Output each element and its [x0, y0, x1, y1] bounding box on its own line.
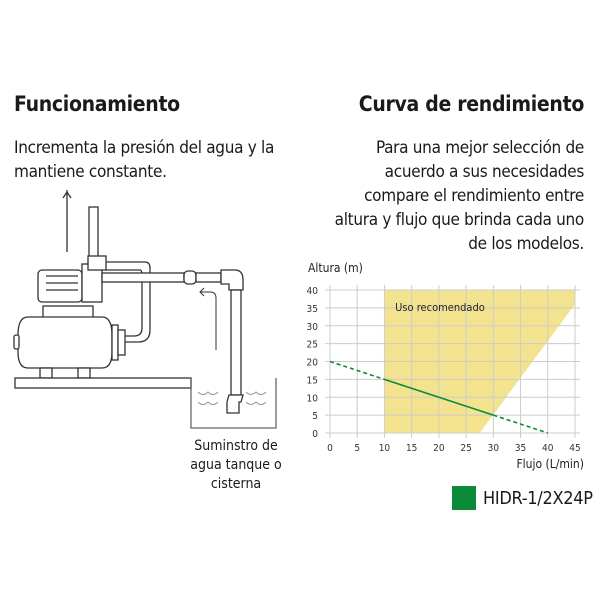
- y-tick-label: 30: [307, 322, 319, 333]
- y-tick-label: 35: [307, 304, 318, 315]
- series-segment: [329, 360, 385, 381]
- x-tick-label: 45: [569, 443, 580, 454]
- y-tick-label: 20: [307, 358, 319, 369]
- region-label: Uso recomendado: [395, 301, 485, 314]
- series-segment: [384, 378, 494, 416]
- x-tick-label: 10: [379, 443, 391, 454]
- supply-label: Suminstro de agua tanque o cisterna: [190, 438, 282, 492]
- y-axis-label: Altura (m): [308, 261, 363, 275]
- pressure-tank: [17, 316, 113, 369]
- legend-swatch: [452, 486, 476, 510]
- x-tick-label: 5: [354, 443, 360, 454]
- x-tick-label: 30: [488, 443, 500, 454]
- motor: [37, 269, 83, 303]
- y-tick-label: 25: [307, 340, 318, 351]
- series-segment: [493, 414, 549, 434]
- pump-diagram: [13, 190, 277, 429]
- y-tick-label: 40: [307, 286, 319, 297]
- performance-chart: 0 5 10 15 20 25 30 35 40 45 0 5 10 15 20 25 30 35 40 Uso re…: [307, 261, 584, 471]
- x-tick-label: 40: [542, 443, 554, 454]
- funcionamiento-description: Incrementa la presión del agua y la mant…: [14, 138, 275, 182]
- x-tick-label: 15: [406, 443, 417, 454]
- x-tick-label: 20: [433, 443, 445, 454]
- chart-legend: HIDR-1/2X24P: [452, 486, 593, 510]
- base-platform: [14, 377, 192, 389]
- curva-description: Para una mejor selección de acuerdo a su…: [334, 138, 585, 254]
- x-tick-label: 35: [515, 443, 526, 454]
- legend-label: HIDR-1/2X24P: [483, 487, 593, 509]
- y-tick-label: 0: [312, 429, 318, 440]
- funcionamiento-title: Funcionamiento: [14, 92, 180, 116]
- y-tick-label: 5: [312, 411, 318, 422]
- x-axis-label: Flujo (L/min): [516, 457, 584, 471]
- x-tick-label: 0: [327, 443, 333, 454]
- water-tank: [190, 378, 277, 429]
- y-tick-label: 15: [307, 375, 318, 386]
- x-tick-label: 25: [460, 443, 471, 454]
- y-tick-label: 10: [307, 393, 319, 404]
- curva-title: Curva de rendimiento: [358, 92, 585, 116]
- inflow-arrow-icon: [200, 291, 217, 350]
